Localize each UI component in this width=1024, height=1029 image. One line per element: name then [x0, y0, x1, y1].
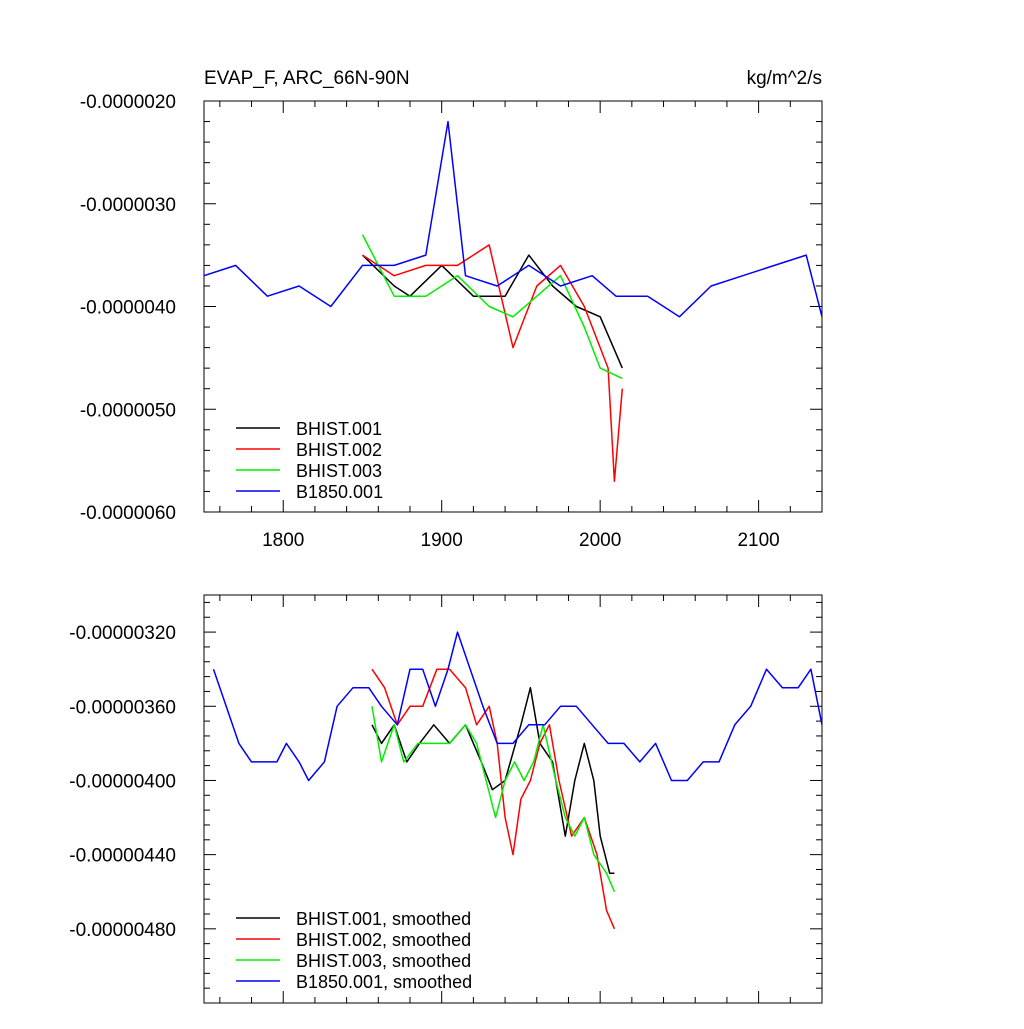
series-line-b1850-001-smoothed [212, 631, 822, 782]
legend-label: B1850.001 [296, 482, 383, 502]
x-tick-label: 2100 [737, 530, 779, 551]
chart-title: EVAP_F, ARC_66N-90N [204, 68, 410, 89]
legend-label: BHIST.003 [296, 461, 382, 481]
x-tick-label: 1800 [262, 530, 304, 551]
series-group [212, 631, 822, 930]
y-tick-label: -0.0000050 [80, 400, 176, 421]
series-line-b1850-001 [204, 120, 822, 318]
y-tick-label: -0.00000400 [69, 771, 176, 792]
legend-label: B1850.001, smoothed [296, 972, 472, 992]
legend-label: BHIST.002, smoothed [296, 930, 471, 950]
series-line-bhist-002-smoothed [371, 668, 616, 930]
y-tick-label: -0.00000440 [69, 846, 176, 867]
series-line-bhist-001-smoothed [371, 686, 615, 874]
x-tick-label: 2000 [579, 530, 621, 551]
series-line-bhist-003 [361, 234, 623, 380]
series-line-bhist-002 [362, 244, 624, 482]
legend-label: BHIST.001, smoothed [296, 909, 471, 929]
y-tick-label: -0.00000360 [69, 697, 176, 718]
chart-units: kg/m^2/s [747, 68, 822, 89]
series-line-bhist-001 [361, 254, 623, 369]
legend-label: BHIST.002 [296, 440, 382, 460]
legend-label: BHIST.001 [296, 419, 382, 439]
legend-label: BHIST.003, smoothed [296, 951, 471, 971]
plot-frame [203, 594, 823, 1004]
y-tick-label: -0.0000020 [80, 92, 176, 113]
series-group [204, 120, 822, 482]
y-tick-label: -0.0000030 [80, 195, 176, 216]
x-tick-label: 1900 [421, 530, 463, 551]
top-panel: 1800 1900 2000 2100 -0.0000020 -0.0000030 -0.0… [80, 92, 823, 551]
y-tick-label: -0.0000060 [80, 503, 176, 524]
bottom-panel: -0.00000320 -0.00000360 -0.00000400 -0.0000… [69, 594, 823, 1004]
y-tick-label: -0.00000320 [69, 623, 176, 644]
y-tick-label: -0.00000480 [69, 920, 176, 941]
y-tick-label: -0.0000040 [80, 298, 176, 319]
series-line-bhist-003-smoothed [371, 706, 616, 892]
